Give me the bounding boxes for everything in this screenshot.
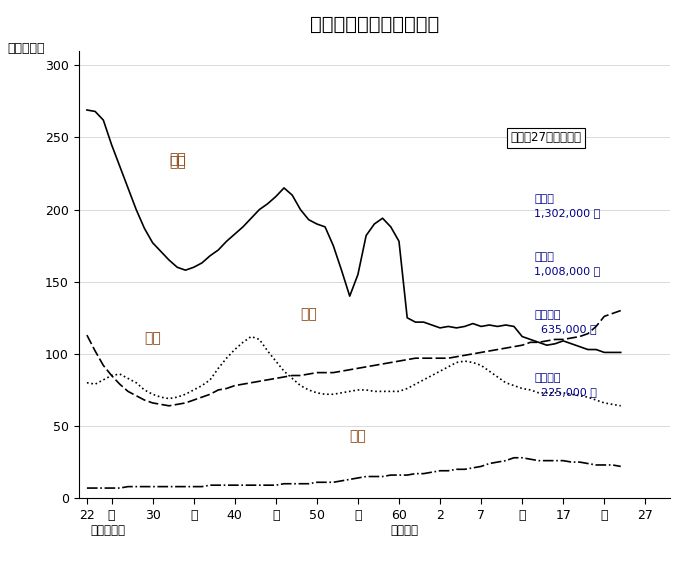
Text: 出生: 出生 (169, 155, 186, 169)
Text: 婚姻件数
  635,000 組: 婚姻件数 635,000 組 (534, 310, 597, 334)
Text: 出生: 出生 (169, 152, 186, 166)
Text: 死亡: 死亡 (145, 331, 161, 345)
Text: 離婚: 離婚 (350, 429, 366, 443)
Text: 平成・年: 平成・年 (390, 524, 418, 537)
Text: 出生数
1,008,000 人: 出生数 1,008,000 人 (534, 252, 600, 276)
Text: 万人（組）: 万人（組） (8, 42, 45, 55)
Text: 【平成27年推計数】: 【平成27年推計数】 (510, 131, 582, 144)
Title: 人口動態総覧の年次推移: 人口動態総覧の年次推移 (310, 15, 439, 34)
Text: 死亡数
1,302,000 人: 死亡数 1,302,000 人 (534, 194, 600, 218)
Text: 離婚件数
  225,000 組: 離婚件数 225,000 組 (534, 373, 597, 397)
Text: 婚姻: 婚姻 (301, 307, 317, 321)
Text: 昭和・・年: 昭和・・年 (90, 524, 125, 537)
